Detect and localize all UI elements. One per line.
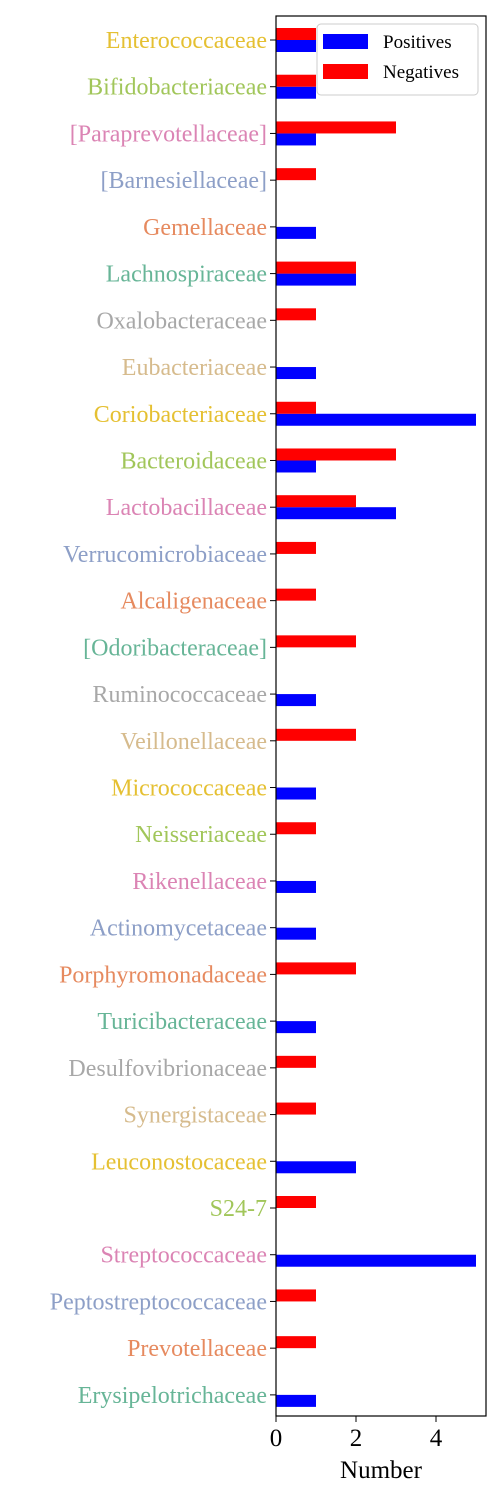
bar-negatives	[276, 728, 356, 741]
category-label: Ruminococcaceae	[92, 682, 267, 708]
category-label: Coriobacteriaceae	[94, 402, 267, 428]
category-label: Lachnospiraceae	[106, 262, 267, 288]
bar-positives	[276, 40, 316, 52]
category-labels: Enterococcaceae Bifidobacteriaceae [Parapr…	[50, 28, 267, 1409]
bar-negatives	[276, 28, 316, 40]
bar-negatives	[276, 1289, 316, 1302]
bars-layer	[276, 28, 476, 1407]
category-label: Micrococcaceae	[111, 776, 267, 802]
bar-positives	[276, 367, 316, 380]
bar-positives	[276, 460, 316, 473]
category-label: Streptococcaceae	[100, 1243, 267, 1269]
legend-swatch-positives	[323, 34, 368, 49]
category-label: Actinomycetaceae	[90, 916, 267, 942]
bar-negatives	[276, 74, 316, 87]
category-label: Synergistaceae	[124, 1103, 268, 1129]
bar-positives	[276, 507, 396, 520]
bar-positives	[276, 1254, 476, 1267]
x-axis-ticks: 0 2 4	[270, 39, 443, 1452]
bar-negatives	[276, 168, 316, 181]
bar-negatives	[276, 588, 316, 601]
bar-negatives	[276, 121, 396, 134]
x-tick-label: 0	[270, 1425, 283, 1452]
category-label: Desulfovibrionaceae	[68, 1056, 267, 1082]
bar-positives	[276, 273, 356, 286]
category-label: Gemellaceae	[143, 215, 267, 241]
category-label: Porphyromonadaceae	[59, 962, 267, 988]
bar-positives	[276, 927, 316, 940]
category-label: Bacteroidaceae	[120, 448, 267, 474]
x-tick-label: 4	[430, 1425, 443, 1452]
legend: Positives Negatives	[316, 23, 479, 96]
bar-negatives	[276, 495, 356, 508]
bar-negatives	[276, 822, 316, 835]
legend-label-negatives: Negatives	[383, 62, 459, 83]
category-label: Leuconostocaceae	[91, 1149, 267, 1175]
category-label: [Paraprevotellaceae]	[70, 121, 267, 147]
bar-positives	[276, 880, 316, 893]
category-label: Verrucomicrobiaceae	[63, 542, 267, 568]
bar-positives	[276, 787, 316, 800]
legend-swatch-negatives	[323, 64, 368, 79]
bar-positives	[276, 1394, 316, 1407]
bar-positives	[276, 413, 476, 426]
x-tick-label: 2	[350, 1425, 363, 1452]
category-label: Lactobacillaceae	[106, 495, 267, 521]
bar-positives	[276, 86, 316, 99]
bar-positives	[276, 1161, 356, 1174]
bar-negatives	[276, 1196, 316, 1208]
category-label: Rikenellaceae	[132, 869, 267, 895]
category-label: Prevotellaceae	[127, 1336, 267, 1362]
bar-negatives	[276, 401, 316, 414]
category-label: Alcaligenaceae	[120, 589, 267, 615]
category-label: Turicibacteraceae	[97, 1009, 267, 1035]
bar-positives	[276, 133, 316, 146]
category-label: Veillonellaceae	[120, 729, 267, 755]
bar-negatives	[276, 308, 316, 321]
bar-negatives	[276, 261, 356, 274]
bar-negatives	[276, 962, 356, 975]
bar-negatives	[276, 1336, 316, 1349]
bar-positives	[276, 1021, 316, 1034]
bar-positives	[276, 226, 316, 239]
category-label: Bifidobacteriaceae	[87, 75, 267, 101]
category-label: [Barnesiellaceae]	[100, 168, 267, 194]
category-label: Erysipelotrichaceae	[78, 1383, 267, 1409]
bar-positives	[276, 694, 316, 707]
bar-negatives	[276, 1055, 316, 1068]
category-label: Eubacteriaceae	[122, 355, 267, 381]
category-label: Peptostreptococcaceae	[50, 1289, 267, 1315]
category-label: Oxalobacteraceae	[96, 308, 267, 334]
plot-frame	[275, 15, 487, 1417]
category-label: [Odoribacteraceae]	[83, 635, 267, 661]
category-label: Enterococcaceae	[106, 28, 267, 54]
category-label: Neisseriaceae	[135, 822, 267, 848]
category-label: S24-7	[210, 1196, 267, 1222]
bar-negatives	[276, 448, 396, 461]
x-axis-title: Number	[340, 1457, 423, 1484]
legend-label-positives: Positives	[383, 32, 452, 53]
bar-negatives	[276, 635, 356, 648]
bar-negatives	[276, 1102, 316, 1115]
bar-negatives	[276, 541, 316, 554]
